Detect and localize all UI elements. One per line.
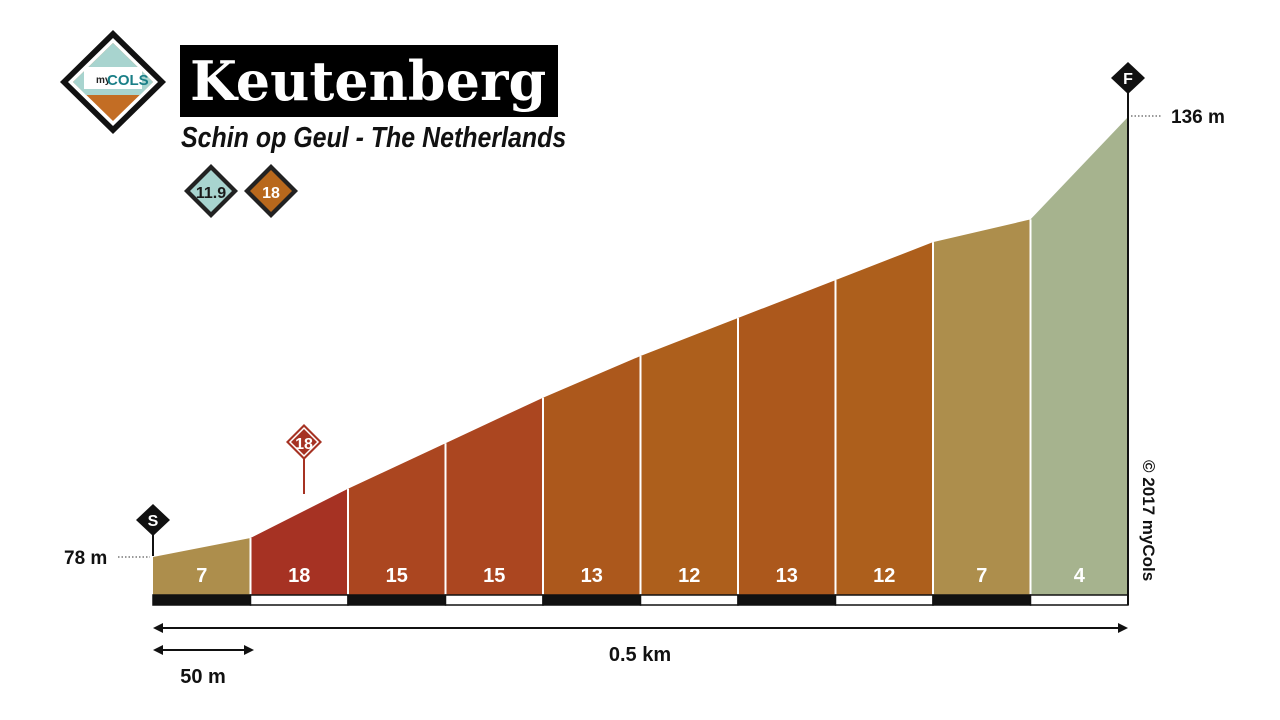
max-gradient-marker: 18 [286, 424, 322, 460]
start-marker-label: S [148, 513, 159, 530]
finish-marker: F [1111, 62, 1145, 94]
distance-bar-tick [542, 594, 642, 606]
profile-segment-1 [153, 538, 251, 595]
profile-segment-8 [835, 242, 933, 595]
segment-gradient-label: 4 [1074, 565, 1086, 587]
distance-bar-tick [1029, 594, 1129, 606]
profile-segment-9 [933, 219, 1031, 595]
segment-gradient-label: 12 [678, 565, 700, 587]
profile-segment-6 [640, 318, 738, 595]
profile-segment-2 [250, 488, 348, 595]
segment-scale-label: 50 m [180, 666, 226, 688]
start-elevation-label: 78 m [64, 548, 107, 569]
segment-scale-arrow [153, 645, 254, 655]
copyright-text: © 2017 myCols [1139, 460, 1158, 582]
page-subtitle: Schin op Geul - The Netherlands [181, 122, 567, 154]
distance-bar-tick [152, 594, 252, 606]
segment-gradient-label: 15 [483, 565, 505, 587]
distance-bar-tick [347, 594, 447, 606]
segment-gradient-label: 12 [873, 565, 895, 587]
segment-gradient-label: 15 [386, 565, 408, 587]
title-box: Keutenberg [180, 45, 558, 117]
segment-gradient-label: 13 [581, 565, 603, 587]
distance-bar-tick [249, 594, 349, 606]
distance-bar-tick [737, 594, 837, 606]
copyright-notice: © 2017 myCols [1136, 460, 1166, 600]
page-title: Keutenberg [190, 49, 547, 113]
distance-bar-tick [639, 594, 739, 606]
profile-segment-10 [1030, 117, 1128, 595]
logo-my-text: my [96, 75, 111, 86]
mycols-logo: my COLS [60, 30, 166, 134]
segment-gradient-label: 13 [776, 565, 798, 587]
total-distance-arrow [153, 623, 1128, 633]
distance-badge: 11.9 [184, 164, 238, 218]
distance-bar-tick [444, 594, 544, 606]
profile-segment-7 [738, 280, 836, 595]
segment-gradient-label: 7 [976, 565, 987, 587]
profile-segment-4 [445, 397, 543, 595]
finish-marker-label: F [1123, 71, 1133, 88]
distance-badge-value: 11.9 [196, 185, 226, 202]
finish-elevation-label: 136 m [1171, 107, 1225, 128]
max-gradient-marker-label: 18 [295, 436, 313, 453]
profile-segment-3 [348, 443, 446, 595]
max-gradient-badge-value: 18 [262, 185, 280, 202]
profile-segment-5 [543, 355, 641, 595]
start-marker: S [136, 504, 170, 536]
segment-gradient-label: 18 [288, 565, 310, 587]
distance-bar-tick [834, 594, 934, 606]
max-gradient-badge: 18 [244, 164, 298, 218]
segment-gradient-label: 7 [196, 565, 207, 587]
total-distance-label: 0.5 km [609, 644, 671, 666]
logo-cols-text: COLS [107, 72, 149, 89]
distance-bar-tick [932, 594, 1032, 606]
